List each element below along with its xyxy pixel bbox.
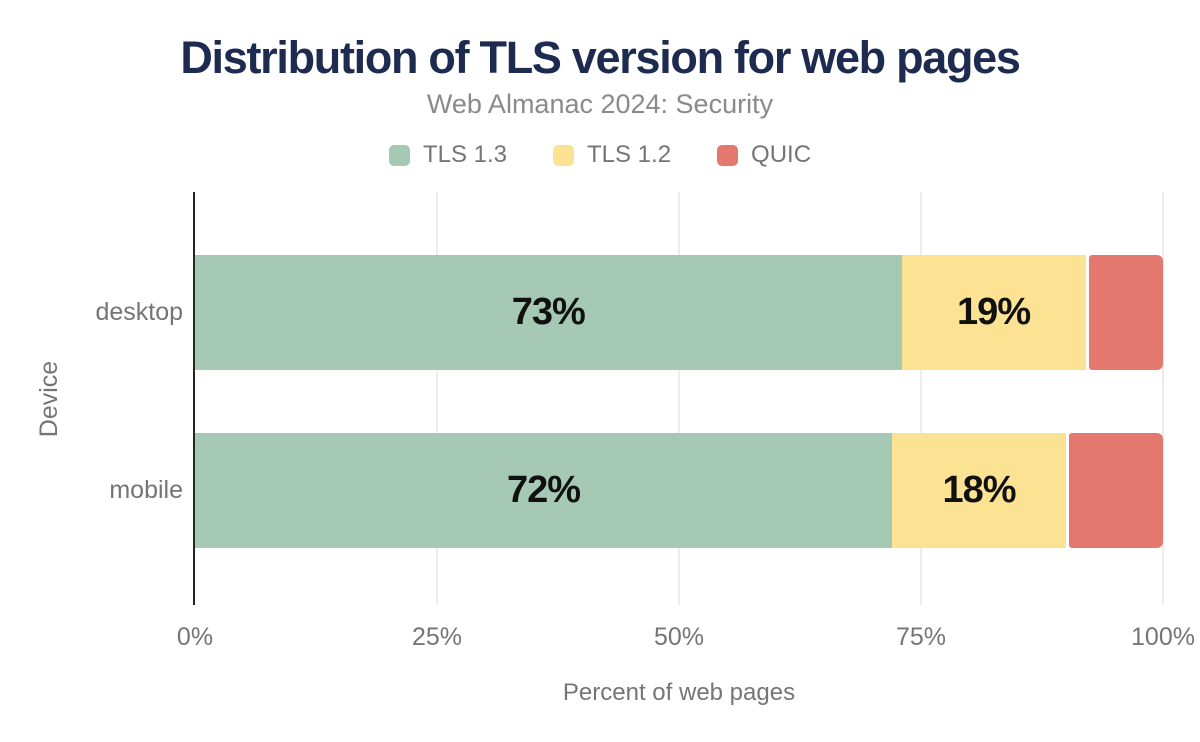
legend-swatch-icon: [717, 144, 739, 166]
x-axis-tick-75: 75%: [895, 623, 947, 651]
bar-segment-tls-1-3: 72%: [195, 433, 892, 548]
y-axis-title: Device: [35, 360, 63, 437]
bar-value-label: 19%: [957, 291, 1031, 333]
gridline-75: [920, 192, 922, 605]
chart-subtitle: Web Almanac 2024: Security: [426, 89, 774, 119]
legend: TLS 1.3 TLS 1.2 QUIC: [0, 141, 1200, 169]
x-axis-tick-50: 50%: [653, 623, 705, 651]
legend-label: QUIC: [751, 141, 812, 168]
plot-area: Device Percent of web pages 73% 19% deskto…: [35, 192, 1195, 706]
legend-item-quic: QUIC: [717, 141, 811, 169]
bar-row-desktop: 73% 19%: [195, 255, 1163, 370]
legend-swatch-icon: [388, 144, 410, 166]
legend-item-tls-1-3: TLS 1.3: [388, 141, 507, 169]
y-axis-line: [193, 192, 195, 605]
bar-row-mobile: 72% 18%: [195, 433, 1163, 548]
category-label-mobile: mobile: [109, 476, 183, 504]
bar-value-label: 73%: [511, 291, 586, 333]
gridline-100: [1162, 192, 1164, 605]
x-axis-tick-100: 100%: [1131, 623, 1195, 651]
bar-segment-quic: [1088, 255, 1163, 370]
gridline-50: [678, 192, 680, 605]
bar-segment-quic: [1069, 433, 1163, 548]
chart-title: Distribution of TLS version for web page…: [180, 32, 1021, 83]
legend-label: TLS 1.2: [587, 141, 672, 168]
bar-value-label: 72%: [506, 469, 581, 511]
bar-value-label: 18%: [942, 469, 1017, 511]
x-axis-tick-0: 0%: [176, 623, 214, 651]
bar-segment-tls-1-3: 73%: [195, 255, 902, 370]
legend-swatch-icon: [553, 144, 574, 166]
x-axis-title: Percent of web pages: [562, 679, 796, 706]
x-axis-tick-25: 25%: [411, 623, 463, 651]
category-label-desktop: desktop: [95, 298, 183, 326]
bar-segment-tls-1-2: 18%: [891, 433, 1067, 548]
gridline-25: [436, 192, 438, 605]
legend-label: TLS 1.3: [422, 141, 507, 168]
legend-item-tls-1-2: TLS 1.2: [553, 141, 671, 169]
bar-segment-tls-1-2: 19%: [901, 255, 1086, 370]
